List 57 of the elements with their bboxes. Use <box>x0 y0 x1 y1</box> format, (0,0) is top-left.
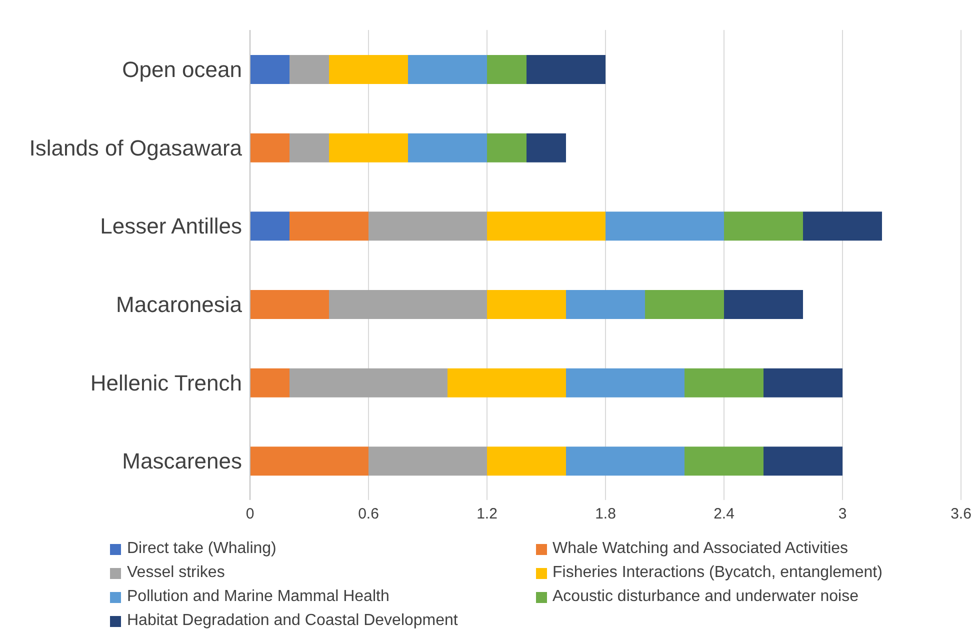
legend-label: Vessel strikes <box>127 564 225 582</box>
bar <box>526 133 566 162</box>
bar <box>448 368 566 398</box>
bar <box>764 446 842 476</box>
legend-label: Habitat Degradation and Coastal Development <box>127 612 458 630</box>
y-tick-label: Lesser Antilles <box>100 214 242 239</box>
bar <box>487 446 566 476</box>
bar <box>764 368 842 398</box>
y-tick-label: Islands of Ogasawara <box>29 135 243 160</box>
legend-label: Direct take (Whaling) <box>127 540 276 558</box>
bar <box>290 133 329 162</box>
x-tick-label: 0 <box>246 506 254 523</box>
x-tick-label: 0.6 <box>358 506 379 523</box>
y-tick-label: Macaronesia <box>116 292 243 317</box>
x-tick-label: 1.8 <box>595 506 616 523</box>
bar <box>684 368 764 398</box>
bar <box>408 133 487 162</box>
bar <box>368 212 487 241</box>
bar <box>566 368 684 398</box>
bar <box>250 55 290 84</box>
bar <box>408 55 487 84</box>
bar <box>250 368 290 398</box>
x-tick-label: 3.6 <box>950 506 972 523</box>
y-tick-label: Mascarenes <box>122 448 242 474</box>
bar <box>368 446 487 476</box>
bar <box>566 290 645 319</box>
bar <box>803 212 882 241</box>
bar <box>329 290 487 319</box>
legend-label: Whale Watching and Associated Activities <box>552 540 848 558</box>
bar <box>724 212 803 241</box>
bar <box>290 368 448 398</box>
y-tick-label: Hellenic Trench <box>90 370 242 396</box>
bar <box>290 212 368 241</box>
bar <box>684 446 764 476</box>
y-tick-label: Open ocean <box>122 56 242 82</box>
bar <box>724 290 803 319</box>
x-tick-label: 1.2 <box>476 506 498 523</box>
bar <box>329 133 408 162</box>
bar <box>487 55 526 84</box>
bar <box>250 212 290 241</box>
bar <box>250 133 290 162</box>
bar <box>487 212 606 241</box>
bar <box>290 55 329 84</box>
legend-label: Fisheries Interactions (Bycatch, entanglement) <box>552 564 882 582</box>
bar <box>526 55 606 84</box>
bar <box>487 133 526 162</box>
x-tick-label: 3 <box>838 506 847 523</box>
bar <box>606 212 724 241</box>
bar <box>566 446 684 476</box>
bar <box>645 290 724 319</box>
x-tick-label: 2.4 <box>714 506 734 523</box>
legend-label: Acoustic disturbance and underwater noise <box>552 588 858 606</box>
bar <box>487 290 566 319</box>
legend-label: Pollution and Marine Mammal Health <box>127 588 390 606</box>
bar <box>329 55 408 84</box>
bar <box>250 446 368 476</box>
bar <box>250 290 329 319</box>
